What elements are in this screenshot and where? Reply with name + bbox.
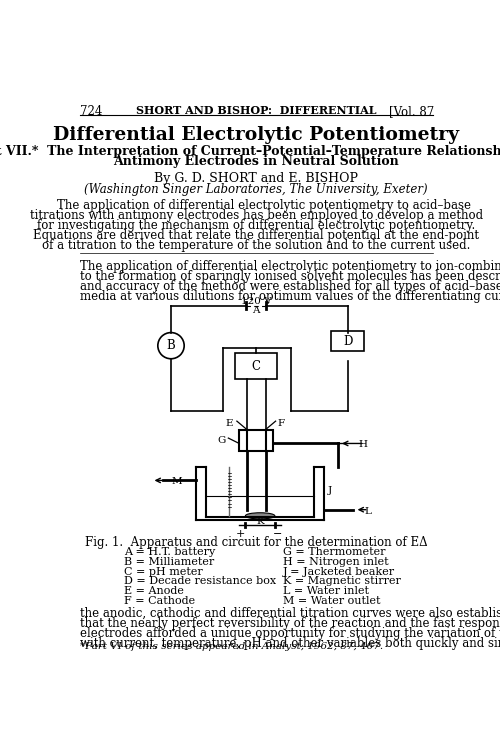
Text: that the nearly perfect reversibility of the reaction and the fast response spee: that the nearly perfect reversibility of… bbox=[80, 617, 500, 629]
Bar bbox=[239, 430, 274, 451]
Text: Equations are derived that relate the differential potential at the end-point: Equations are derived that relate the di… bbox=[33, 229, 479, 242]
Text: E = Anode: E = Anode bbox=[124, 586, 184, 596]
Text: Antimony Electrodes in Neutral Solution: Antimony Electrodes in Neutral Solution bbox=[114, 156, 399, 168]
Text: the anodic, cathodic and differential titration curves were also established.  I: the anodic, cathodic and differential ti… bbox=[80, 607, 500, 620]
Text: M: M bbox=[172, 477, 182, 486]
Text: with current, temperature, pH and other variables both quickly and simply.  This: with current, temperature, pH and other … bbox=[80, 637, 500, 650]
Text: K: K bbox=[256, 518, 264, 526]
Text: of a titration to the temperature of the solution and to the current used.: of a titration to the temperature of the… bbox=[42, 238, 470, 251]
Text: E: E bbox=[226, 419, 233, 428]
Text: H = Nitrogen inlet: H = Nitrogen inlet bbox=[284, 557, 389, 567]
Text: titrations with antimony electrodes has been employed to develop a method: titrations with antimony electrodes has … bbox=[30, 208, 483, 221]
Bar bbox=[332, 331, 364, 351]
Text: for investigating the mechanism of differential electrolytic potentiometry.: for investigating the mechanism of diffe… bbox=[37, 219, 476, 232]
Text: D: D bbox=[343, 336, 352, 348]
Text: F: F bbox=[278, 419, 285, 428]
Text: B = Milliameter: B = Milliameter bbox=[124, 557, 215, 567]
Text: electrodes afforded a unique opportunity for studying the variation of the diffe: electrodes afforded a unique opportunity… bbox=[80, 626, 500, 640]
Text: J: J bbox=[328, 486, 332, 495]
Text: K = Magnetic stirrer: K = Magnetic stirrer bbox=[284, 576, 401, 586]
Ellipse shape bbox=[246, 512, 275, 519]
Text: The application of differential electrolytic potentiometry to ion-combination re: The application of differential electrol… bbox=[80, 260, 500, 273]
Text: F = Cathode: F = Cathode bbox=[124, 596, 196, 605]
Text: 120 V: 120 V bbox=[241, 298, 272, 306]
Text: and accuracy of the method were established for all types of acid–base reactions: and accuracy of the method were establis… bbox=[80, 280, 500, 293]
Text: M = Water outlet: M = Water outlet bbox=[284, 596, 381, 605]
Text: G = Thermometer: G = Thermometer bbox=[284, 548, 386, 558]
Text: Fig. 1.  Apparatus and circuit for the determination of EΔ: Fig. 1. Apparatus and circuit for the de… bbox=[85, 536, 427, 549]
Text: J = Jacketed beaker: J = Jacketed beaker bbox=[284, 567, 396, 577]
Text: (Washington Singer Laboratories, The University, Exeter): (Washington Singer Laboratories, The Uni… bbox=[84, 183, 428, 196]
Text: [Vol. 87: [Vol. 87 bbox=[389, 105, 434, 118]
Text: Part VII.*  The Interpretation of Current–Potential–Temperature Relationships of: Part VII.* The Interpretation of Current… bbox=[0, 145, 500, 158]
Text: The application of differential electrolytic potentiometry to acid–base: The application of differential electrol… bbox=[42, 199, 471, 211]
Text: Differential Electrolytic Potentiometry: Differential Electrolytic Potentiometry bbox=[53, 126, 460, 144]
Text: A: A bbox=[252, 306, 260, 314]
Text: SHORT AND BISHOP:  DIFFERENTIAL: SHORT AND BISHOP: DIFFERENTIAL bbox=[136, 105, 376, 115]
Text: B: B bbox=[166, 339, 175, 352]
Text: G: G bbox=[217, 436, 225, 444]
Text: H: H bbox=[358, 440, 368, 450]
Text: C: C bbox=[252, 360, 261, 373]
Text: C = pH meter: C = pH meter bbox=[124, 567, 203, 577]
Text: +: + bbox=[236, 529, 246, 539]
Text: 724: 724 bbox=[80, 105, 102, 118]
Text: By G. D. SHORT and E. BISHOP: By G. D. SHORT and E. BISHOP bbox=[154, 173, 358, 186]
Text: A = H.T. battery: A = H.T. battery bbox=[124, 548, 216, 558]
Text: D = Decade resistance box: D = Decade resistance box bbox=[124, 576, 276, 586]
Text: *Part VI of this series appeared in Analyst, 1962, 87, 467.: *Part VI of this series appeared in Anal… bbox=[80, 642, 382, 651]
Text: −: − bbox=[274, 529, 282, 539]
Text: media at various dilutions for optimum values of the differentiating current.  T: media at various dilutions for optimum v… bbox=[80, 290, 500, 303]
Text: to the formation of sparingly ionised solvent molecules has been described.¹  Th: to the formation of sparingly ionised so… bbox=[80, 270, 500, 283]
Bar bbox=[236, 352, 277, 379]
Text: L = Water inlet: L = Water inlet bbox=[284, 586, 370, 596]
Text: L: L bbox=[365, 507, 372, 515]
